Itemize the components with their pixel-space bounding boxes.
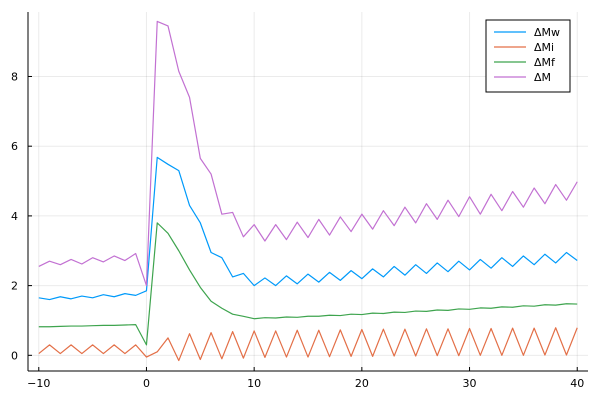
grid xyxy=(28,12,588,371)
x-tick-label: 10 xyxy=(247,377,261,390)
tick-labels: −10 0 10 20 30 40 0 2 4 6 8 xyxy=(11,70,584,390)
y-tick-label: 8 xyxy=(11,70,18,83)
x-tick-label: 0 xyxy=(143,377,150,390)
y-tick-label: 0 xyxy=(11,349,18,362)
legend-label: ΔMf xyxy=(534,56,556,69)
series-line-2 xyxy=(38,327,578,362)
series-line-3 xyxy=(38,222,578,346)
legend-label: ΔM xyxy=(534,71,551,84)
y-tick-label: 6 xyxy=(11,140,18,153)
y-tick-label: 2 xyxy=(11,280,18,293)
legend-label: ΔMi xyxy=(534,41,554,54)
legend: ΔMw ΔMi ΔMf ΔM xyxy=(485,19,571,93)
series-line-4 xyxy=(38,20,578,287)
series-line-1 xyxy=(38,156,578,301)
x-tick-label: 20 xyxy=(355,377,369,390)
x-tick-label: 40 xyxy=(570,377,584,390)
x-tick-label: 30 xyxy=(463,377,477,390)
legend-label: ΔMw xyxy=(534,26,560,39)
series-lines xyxy=(38,20,578,362)
x-tick-label: −10 xyxy=(27,377,50,390)
axes xyxy=(27,12,588,372)
y-tick-label: 4 xyxy=(11,210,18,223)
